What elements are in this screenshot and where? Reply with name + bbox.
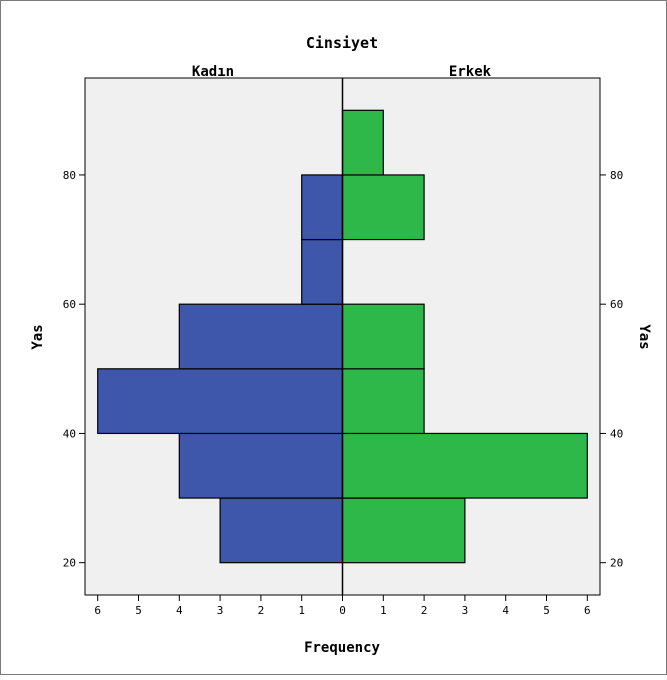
bar-left-40-50 <box>97 368 344 435</box>
y-tick-label-left: 40 <box>63 427 76 440</box>
y-tick-label-left: 60 <box>63 298 76 311</box>
y-tick-label-right: 80 <box>610 169 623 182</box>
y-tick-label-right: 40 <box>610 427 623 440</box>
y-tick-label-left: 20 <box>63 557 76 570</box>
bar-left-30-40 <box>178 432 344 499</box>
x-tick-label: 1 <box>298 604 305 617</box>
x-tick-label: 2 <box>258 604 265 617</box>
bar-left-60-70 <box>301 238 344 305</box>
y-tick-label-right: 20 <box>610 557 623 570</box>
bar-right-80-90 <box>341 109 384 176</box>
y-axis-label-right: Yas <box>636 324 652 349</box>
bar-right-50-60 <box>341 303 425 370</box>
bars-layer <box>97 109 588 564</box>
x-tick-label: 3 <box>462 604 469 617</box>
y-ticks: 20 20 40 40 60 60 80 80 <box>63 169 624 570</box>
panel-title-left: Kadın <box>192 64 234 80</box>
x-tick-label: 4 <box>176 604 183 617</box>
x-tick-label: 6 <box>584 604 591 617</box>
x-tick-label: 1 <box>380 604 387 617</box>
x-tick-label: 5 <box>543 604 550 617</box>
bar-left-50-60 <box>178 303 344 370</box>
y-tick-label-right: 60 <box>610 298 623 311</box>
x-tick-label: 6 <box>94 604 101 617</box>
y-axis-label-left: Yas <box>30 324 46 349</box>
bar-right-40-50 <box>341 368 425 435</box>
x-ticks: 6 5 4 3 2 1 0 1 2 3 4 5 6 <box>94 595 591 617</box>
x-tick-label: 3 <box>217 604 224 617</box>
y-tick-label-left: 80 <box>63 169 76 182</box>
chart-title: Cinsiyet <box>306 34 378 52</box>
x-axis-label: Frequency <box>304 640 380 656</box>
bar-right-20-30 <box>341 497 466 564</box>
bar-right-30-40 <box>341 432 588 499</box>
bar-left-20-30 <box>219 497 344 564</box>
bar-left-70-80 <box>301 174 344 241</box>
bar-right-70-80 <box>341 174 425 241</box>
x-tick-label: 5 <box>135 604 142 617</box>
panel-title-right: Erkek <box>449 64 492 80</box>
x-tick-label: 0 <box>339 604 346 617</box>
x-tick-label: 2 <box>421 604 428 617</box>
x-tick-label: 4 <box>502 604 509 617</box>
